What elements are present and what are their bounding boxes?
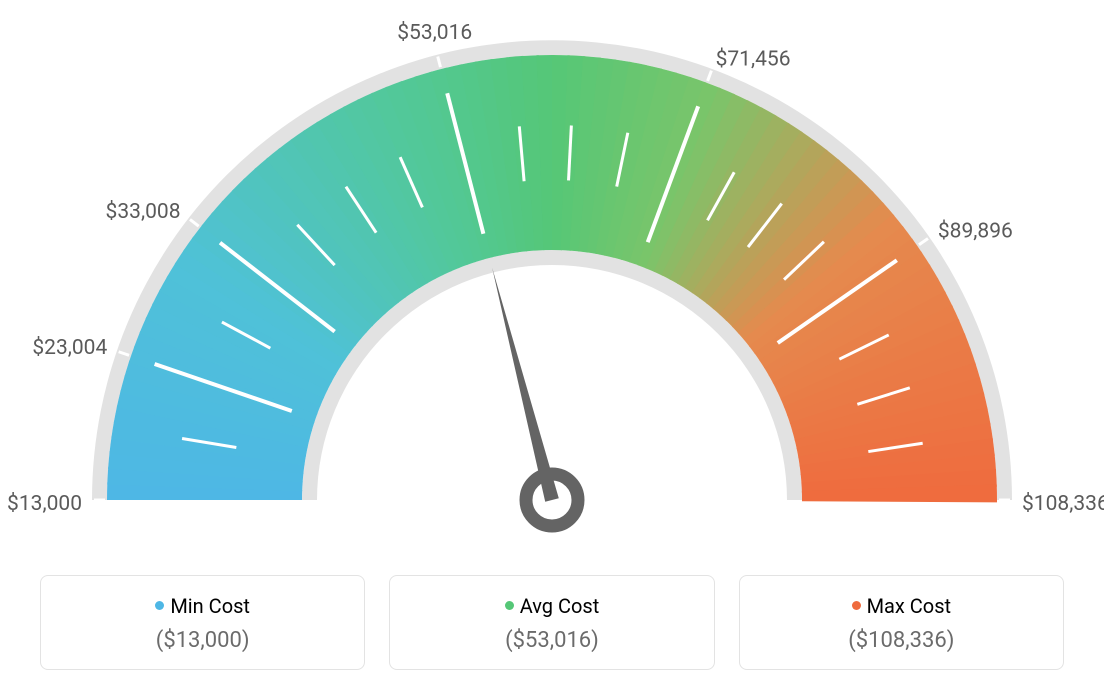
gauge-tick-label: $71,456 [716, 47, 791, 71]
legend-value-avg: ($53,016) [402, 628, 701, 653]
legend-title-min: Min Cost [53, 594, 352, 618]
dot-max [852, 601, 861, 610]
legend-title-max: Max Cost [752, 594, 1051, 618]
legend-title-text-max: Max Cost [867, 594, 952, 618]
dot-avg [505, 601, 514, 610]
legend-title-text-avg: Avg Cost [520, 594, 600, 618]
legend-value-max: ($108,336) [752, 628, 1051, 653]
gauge-tick-label: $23,004 [32, 336, 107, 360]
legend-value-min: ($13,000) [53, 628, 352, 653]
legend-card-avg: Avg Cost ($53,016) [389, 575, 714, 670]
legend-title-avg: Avg Cost [402, 594, 701, 618]
cost-gauge-chart: $13,000 $23,004 $33,008 $53,016 $71,456 $89,8… [0, 0, 1104, 690]
dot-min [155, 601, 164, 610]
gauge-svg: $13,000 $23,004 $33,008 $53,016 $71,456 $89,8… [0, 0, 1104, 560]
legend-row: Min Cost ($13,000) Avg Cost ($53,016) Ma… [40, 575, 1064, 670]
legend-card-min: Min Cost ($13,000) [40, 575, 365, 670]
legend-title-text-min: Min Cost [170, 594, 250, 618]
gauge-tick-label: $89,896 [938, 220, 1013, 244]
gauge-tick-label: $108,336 [1022, 492, 1104, 516]
gauge-needle [492, 268, 559, 502]
gauge-tick-label: $53,016 [397, 21, 472, 45]
gauge-tick-label: $13,000 [7, 492, 82, 516]
legend-card-max: Max Cost ($108,336) [739, 575, 1064, 670]
gauge-area: $13,000 $23,004 $33,008 $53,016 $71,456 $89,8… [0, 0, 1104, 560]
gauge-tick-label: $33,008 [106, 200, 181, 224]
